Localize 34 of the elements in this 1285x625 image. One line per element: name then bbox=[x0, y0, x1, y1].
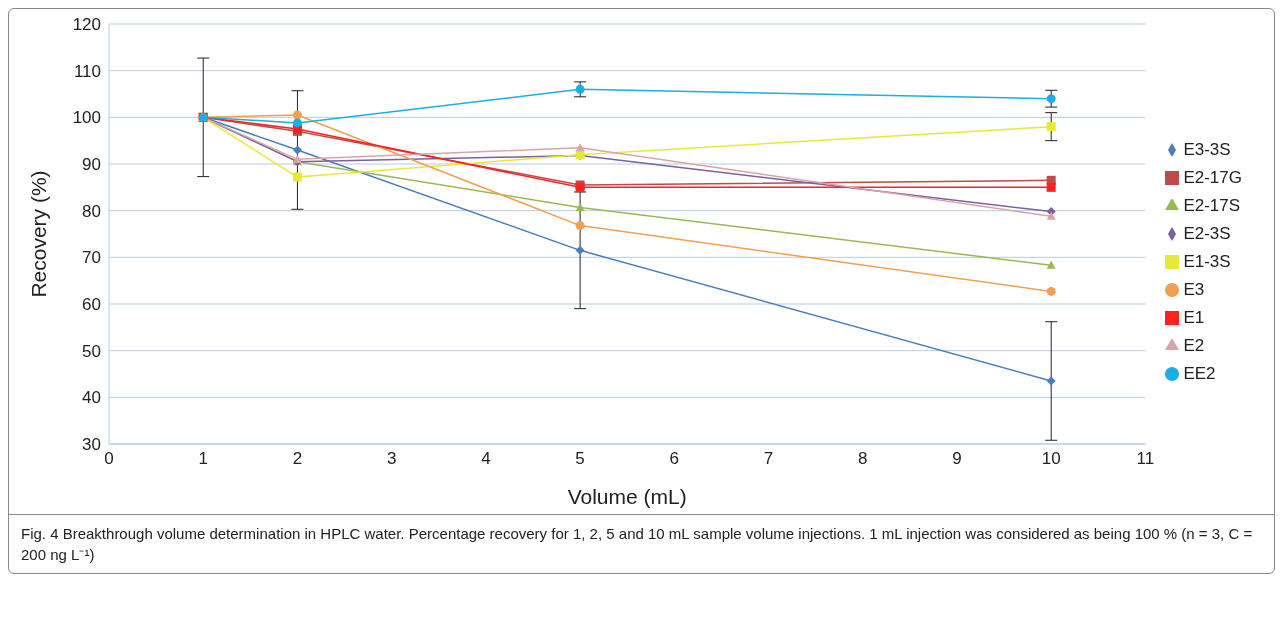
y-tick-label: 60 bbox=[82, 295, 101, 315]
x-tick-label: 7 bbox=[763, 449, 774, 469]
y-tick-label: 50 bbox=[82, 341, 101, 361]
x-tick-label: 11 bbox=[1136, 449, 1155, 469]
y-tick-label: 30 bbox=[82, 435, 101, 455]
y-tick-label: 120 bbox=[72, 15, 101, 35]
x-tick-label: 6 bbox=[669, 449, 680, 469]
x-tick-label: 0 bbox=[104, 449, 114, 469]
x-tick-label: 8 bbox=[858, 449, 868, 469]
x-tick-label: 3 bbox=[386, 449, 397, 469]
y-axis-title: Recovery (%) bbox=[27, 170, 51, 298]
x-tick-label: 2 bbox=[292, 449, 303, 469]
y-tick-label: 40 bbox=[82, 388, 101, 408]
x-tick-label: 10 bbox=[1041, 449, 1061, 469]
x-tick-label: 5 bbox=[575, 449, 585, 469]
legend-label: E2-3S bbox=[1183, 223, 1231, 243]
legend-label: E3-3S bbox=[1183, 139, 1231, 159]
legend-label: E1-3S bbox=[1183, 251, 1231, 271]
legend-label: E2 bbox=[1183, 335, 1205, 355]
legend-label: E2-17S bbox=[1183, 195, 1241, 215]
legend-label: E1 bbox=[1183, 307, 1205, 327]
caption: Fig. 4 Breakthrough volume determination in HPLC water. Percentage recovery for 1, 2, 5 and 10 mL sample volume injections. 1 mL injection was considered as being 100 % (n = 3, C = 200 ng L⁻¹) bbox=[21, 524, 1254, 565]
x-tick-label: 1 bbox=[198, 449, 208, 469]
legend-label: E3 bbox=[1183, 279, 1205, 299]
legend-label: EE2 bbox=[1183, 363, 1216, 383]
y-tick-label: 70 bbox=[82, 248, 101, 268]
y-tick-label: 110 bbox=[73, 61, 101, 81]
y-tick-label: 90 bbox=[82, 155, 101, 175]
legend-label: E2-17G bbox=[1183, 167, 1242, 187]
y-tick-label: 100 bbox=[72, 108, 101, 128]
y-tick-label: 80 bbox=[82, 201, 101, 221]
x-axis-title: Volume (mL) bbox=[567, 485, 687, 508]
x-tick-label: 4 bbox=[481, 449, 491, 469]
x-tick-label: 9 bbox=[952, 449, 962, 469]
